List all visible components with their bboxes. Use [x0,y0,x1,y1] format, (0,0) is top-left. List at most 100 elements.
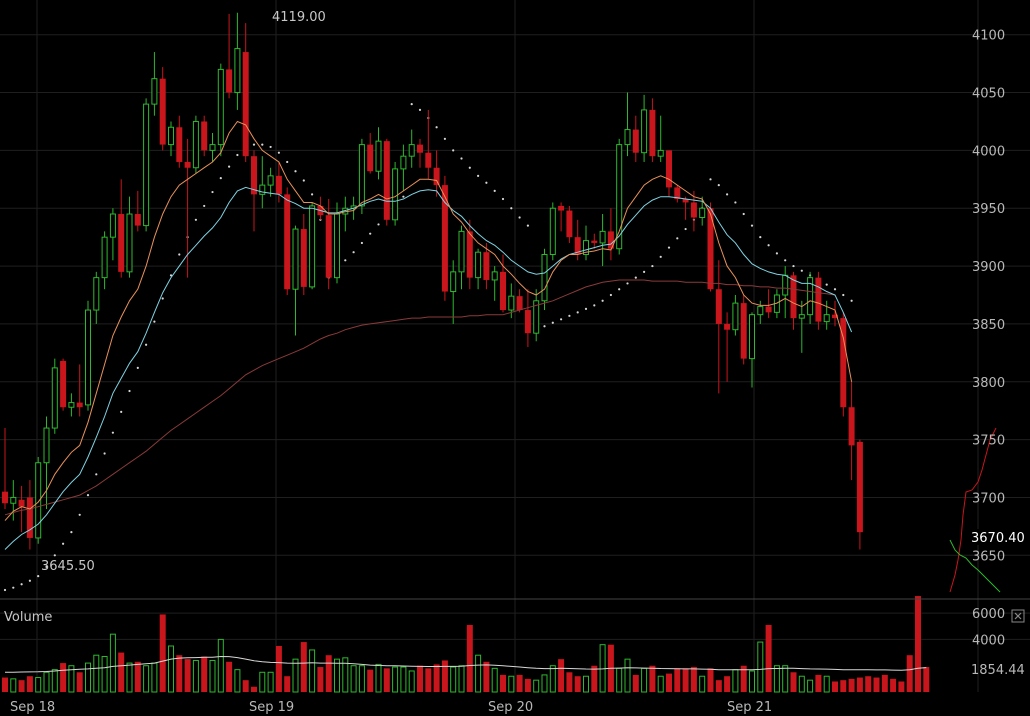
candle-body [516,296,523,311]
candle-body [358,144,365,207]
volume-bar [334,658,340,693]
candle-body [458,230,465,273]
close-volume-pane-icon[interactable] [1011,609,1025,623]
volume-bar [773,665,780,693]
volume-bar [325,655,332,692]
candle-body [375,140,382,172]
psar-dot [111,431,114,434]
ema-fast-line [4,120,853,521]
candle-body [159,78,166,145]
psar-dot [53,554,56,557]
volume-bar [392,666,399,693]
volume-bar [483,661,490,692]
psar-dot [452,149,455,152]
candle-body [93,277,100,311]
psar-dot [551,321,554,324]
volume-bar [300,642,307,692]
volume-bar [624,658,631,693]
volume-tick-label: 6000 [972,607,1005,622]
volume-bar [441,660,448,692]
last-volume-label: 1854.44 [971,663,1025,678]
volume-bar [881,674,888,692]
y-tick-label: 3700 [972,491,1005,506]
psar-dot [634,276,637,279]
volume-bar [856,677,863,692]
volume-bar [682,668,689,692]
psar-dot [352,251,355,254]
y-tick-label: 4050 [972,87,1005,102]
y-tick-label: 3750 [972,434,1005,449]
volume-bar [533,679,540,693]
candle-body [176,127,183,162]
ema-slow-line [4,186,853,550]
psar-dot [485,181,488,184]
candle-body [674,187,681,199]
psar-dot [286,160,289,164]
depth-bid-line [949,539,1001,593]
volume-bar [109,633,116,693]
volume-ma-line [4,655,927,673]
psar-dot [825,283,828,286]
volume-bar [367,669,374,692]
candle-body [242,52,249,157]
volume-bar [549,665,556,693]
psar-dot [62,542,65,545]
psar-dot [211,190,214,194]
sma-long-line [4,279,836,516]
y-tick-label: 4100 [972,29,1005,44]
candle-body [832,314,838,319]
psar-dot [618,288,621,291]
psar-dot [477,174,480,177]
volume-bar [873,677,880,692]
psar-dot [252,143,256,146]
psar-dot [228,165,231,168]
psar-dot [609,293,613,297]
volume-bar [491,667,498,693]
psar-dot [277,151,280,154]
volume-bar [475,654,482,693]
psar-dot [360,241,363,245]
volume-bar [275,646,282,692]
volume-bar [26,676,33,692]
candle-body [417,144,423,153]
psar-dot [493,189,496,192]
psar-dot [684,227,687,231]
volume-bar [807,679,814,693]
psar-dot [510,207,513,210]
volume-bar [192,659,199,693]
candle-body [60,360,67,408]
volume-bar [915,596,921,692]
psar-dot [45,565,48,568]
candle-body [43,427,50,464]
candle-body [300,229,307,287]
y-tick-label: 3850 [972,318,1005,333]
volume-bar [500,674,506,692]
volume-bar [242,680,249,692]
candle-body [500,271,506,311]
candle-body [798,314,805,319]
candlestick-series [2,12,863,550]
grid-lines [0,0,1030,692]
psar-dot [601,299,604,302]
candle-body [475,251,482,279]
psar-dot [651,264,654,268]
psar-dot [833,288,837,291]
volume-bar [267,671,274,693]
candle-body [541,254,548,302]
volume-bar [143,665,150,693]
volume-bar [76,672,83,692]
volume-bar [134,661,141,692]
psar-dot [518,216,521,219]
volume-bar [209,659,216,693]
candle-body [400,155,407,170]
volume-bar [18,680,25,692]
depth-ask-line [949,427,997,593]
candle-body [383,141,390,220]
volume-bar [292,658,299,693]
volume-bar [118,652,125,692]
candle-body [259,184,266,195]
psar-dot [568,314,571,317]
volume-bar [35,677,42,693]
x-tick-label: Sep 18 [10,700,55,715]
